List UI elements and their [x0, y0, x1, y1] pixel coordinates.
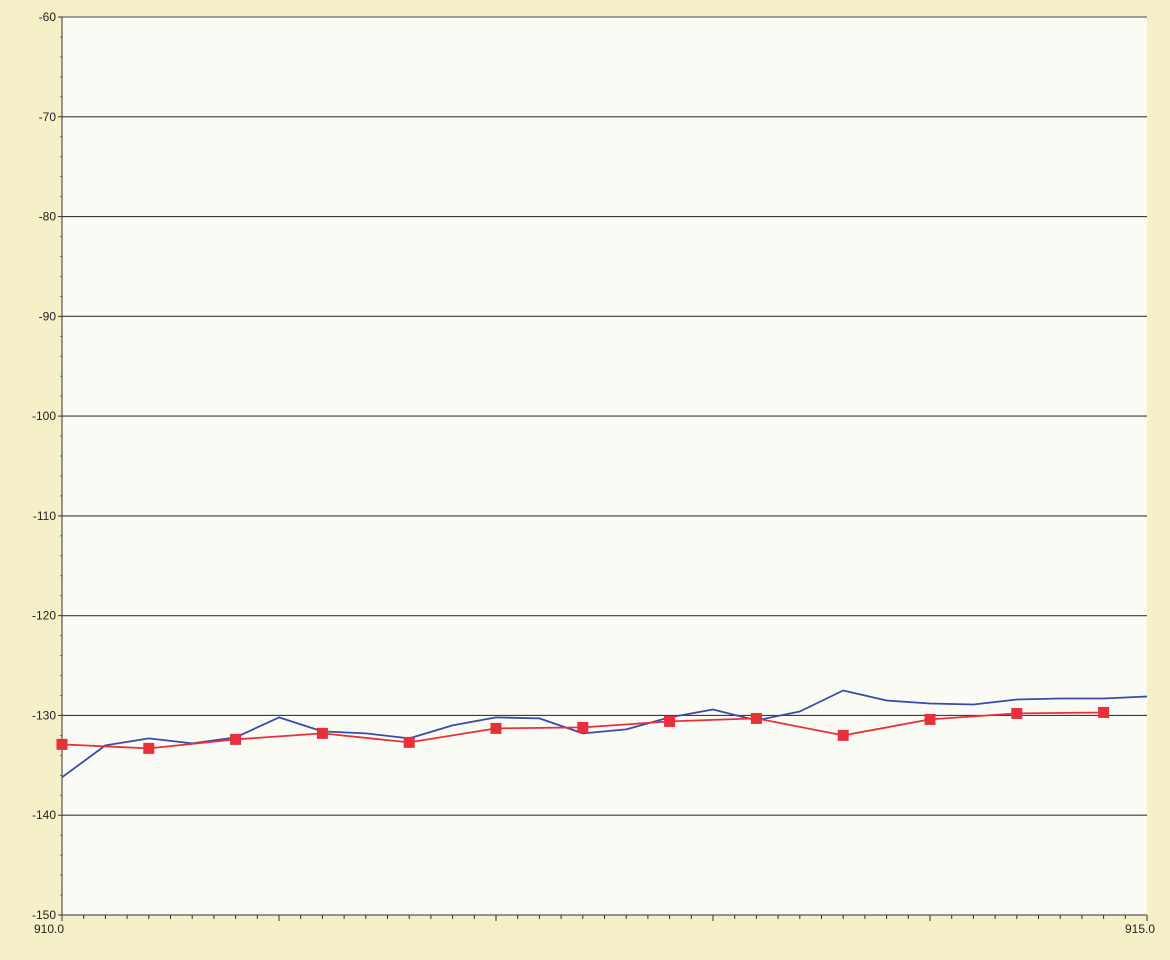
y-tick-label: -70	[39, 110, 57, 124]
y-tick-label: -140	[32, 808, 56, 822]
data-point-marker	[230, 733, 242, 745]
plot-background	[62, 17, 1147, 915]
data-point-marker	[924, 713, 936, 725]
data-point-marker	[490, 722, 502, 734]
y-tick-label: -100	[32, 409, 56, 423]
plot-area	[62, 17, 1147, 915]
series-line-1	[61, 689, 1148, 779]
data-point-marker	[750, 712, 762, 724]
y-tick-label: -150	[32, 908, 56, 922]
data-point-marker	[1098, 706, 1110, 718]
axes: -60 -70 -80 -90 -100 -110 -120 -130 -140 -150910.…	[32, 10, 1155, 936]
gridlines	[62, 16, 1147, 816]
y-tick-label: -130	[32, 708, 56, 722]
y-tick-label: -80	[39, 210, 57, 224]
data-point-marker	[143, 742, 155, 754]
y-tick-label: -120	[32, 609, 56, 623]
series-group	[56, 689, 1148, 779]
y-tick-label: -90	[39, 309, 57, 323]
y-tick-label: -60	[39, 10, 57, 24]
data-point-marker	[837, 729, 849, 741]
data-point-marker	[56, 738, 68, 750]
data-point-marker	[1011, 707, 1023, 719]
x-tick-label: 915.0	[1125, 922, 1155, 936]
y-tick-label: -110	[33, 509, 56, 523]
data-point-marker	[664, 715, 676, 727]
data-point-marker	[316, 727, 328, 739]
data-point-marker	[403, 736, 415, 748]
x-tick-label: 910.0	[34, 922, 64, 936]
data-point-marker	[577, 721, 589, 733]
